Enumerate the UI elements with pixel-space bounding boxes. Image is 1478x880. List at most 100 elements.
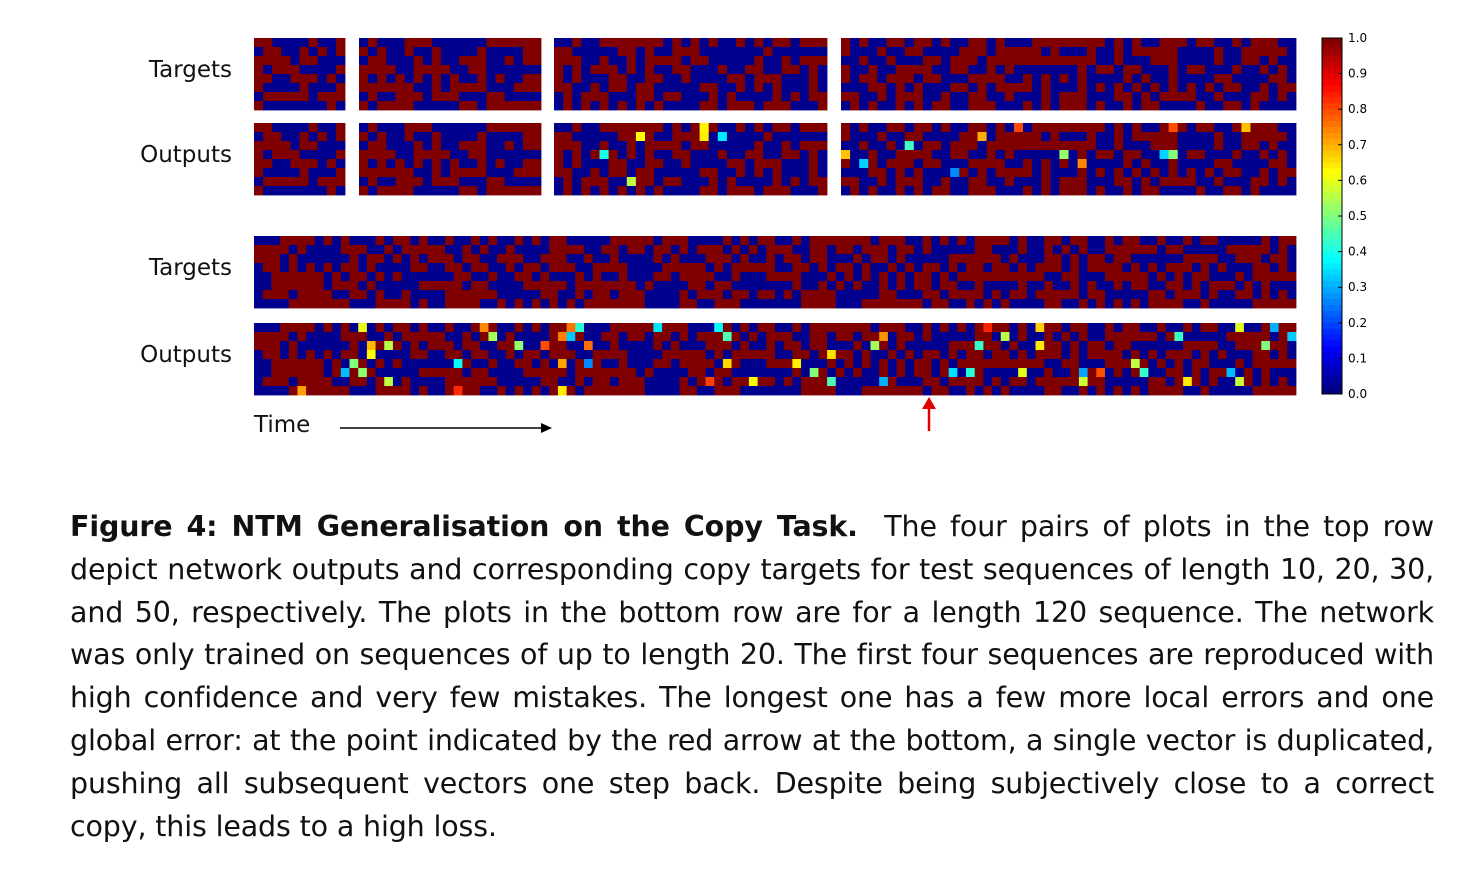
heatmap-cell — [271, 281, 281, 291]
heatmap-cell — [1186, 186, 1197, 196]
heatmap-cell — [995, 101, 1006, 111]
heatmap-cell — [696, 341, 706, 351]
heatmap-cell — [653, 290, 663, 300]
heatmap-cell — [1139, 350, 1149, 360]
heatmap-cell — [566, 377, 576, 387]
heatmap-cell — [844, 350, 854, 360]
heatmap-cell — [453, 245, 463, 255]
heatmap-cell — [1052, 323, 1062, 333]
heatmap-cell — [581, 177, 591, 187]
heatmap-cell — [281, 132, 291, 142]
heatmap-cell — [1250, 123, 1260, 133]
heatmap-cell — [1068, 74, 1078, 84]
heatmap-cell — [808, 47, 819, 57]
heatmap-cell — [1061, 245, 1071, 255]
heatmap-cell — [1000, 263, 1010, 273]
heatmap-cell — [1226, 236, 1236, 246]
heatmap-cell — [486, 65, 496, 75]
heatmap-cell — [1259, 65, 1270, 75]
heatmap-cell — [1269, 272, 1280, 282]
heatmap-cell — [1183, 299, 1193, 309]
heatmap-cell — [410, 350, 420, 360]
heatmap-cell — [1159, 186, 1169, 196]
heatmap-top-outputs-30 — [554, 123, 828, 196]
heatmap-cell — [554, 74, 564, 84]
heatmap-cell — [471, 341, 481, 351]
heatmap-cell — [645, 56, 655, 66]
heatmap-cell — [418, 299, 429, 309]
heatmap-cell — [377, 177, 387, 187]
heatmap-cell — [775, 323, 785, 333]
heatmap-cell — [922, 290, 932, 300]
heatmap-cell — [705, 368, 715, 378]
heatmap-cell — [1113, 272, 1123, 282]
heatmap-cell — [1096, 359, 1106, 369]
heatmap-cell — [445, 290, 455, 300]
heatmap-cell — [922, 56, 933, 66]
heatmap-cell — [1131, 341, 1141, 351]
heatmap-cell — [941, 132, 951, 142]
heatmap-cell — [932, 92, 942, 102]
heatmap-cell — [859, 159, 869, 169]
heatmap-cell — [1214, 56, 1224, 66]
heatmap-cell — [471, 281, 481, 291]
heatmap-cell — [377, 38, 387, 48]
heatmap-cell — [1174, 323, 1184, 333]
heatmap-cell — [306, 245, 316, 255]
heatmap-cell — [332, 377, 342, 387]
heatmap-cell — [462, 272, 472, 282]
heatmap-cell — [384, 332, 394, 342]
heatmap-cell — [1104, 332, 1115, 342]
heatmap-cell — [950, 159, 960, 169]
heatmap-cell — [581, 132, 591, 142]
heatmap-cell — [736, 56, 746, 66]
heatmap-cell — [1232, 38, 1242, 48]
heatmap-cell — [818, 323, 828, 333]
heatmap-cell — [740, 263, 750, 273]
heatmap-cell — [959, 159, 969, 169]
heatmap-cell — [262, 386, 272, 396]
heatmap-cell — [626, 101, 637, 111]
heatmap-cell — [974, 272, 984, 282]
heatmap-cell — [308, 168, 319, 178]
heatmap-cell — [1104, 341, 1115, 351]
heatmap-cell — [792, 323, 802, 333]
heatmap-cell — [440, 83, 451, 93]
heatmap-cell — [375, 299, 385, 309]
heatmap-cell — [514, 386, 524, 396]
heatmap-cell — [977, 92, 987, 102]
heatmap-cell — [531, 236, 541, 246]
heatmap-cell — [299, 159, 309, 169]
heatmap-cell — [870, 263, 880, 273]
heatmap-cell — [1013, 74, 1024, 84]
heatmap-cell — [332, 368, 342, 378]
heatmap-cell — [983, 245, 993, 255]
heatmap-cell — [479, 236, 489, 246]
heatmap-cell — [1026, 254, 1036, 264]
heatmap-cell — [957, 368, 967, 378]
heatmap-cell — [1087, 236, 1097, 246]
heatmap-cell — [418, 350, 429, 360]
heatmap-cell — [904, 101, 915, 111]
heatmap-cell — [1259, 168, 1270, 178]
heatmap-cell — [922, 47, 933, 57]
heatmap-cell — [1241, 74, 1251, 84]
heatmap-cell — [968, 177, 978, 187]
heatmap-cell — [1168, 123, 1179, 133]
heatmap-cell — [1000, 236, 1010, 246]
heatmap-cell — [601, 254, 611, 264]
heatmap-cell — [714, 359, 724, 369]
heatmap-cell — [340, 290, 350, 300]
heatmap-cell — [431, 47, 442, 57]
heatmap-cell — [1096, 272, 1106, 282]
heatmap-cell — [763, 47, 773, 57]
heatmap-cell — [913, 56, 924, 66]
heatmap-cell — [471, 377, 481, 387]
heatmap-cell — [887, 263, 897, 273]
heatmap-cell — [581, 168, 591, 178]
heatmap-cell — [1286, 47, 1297, 57]
heatmap-cell — [754, 186, 764, 196]
heatmap-cell — [618, 350, 628, 360]
heatmap-cell — [895, 177, 906, 187]
heatmap-cell — [740, 332, 750, 342]
